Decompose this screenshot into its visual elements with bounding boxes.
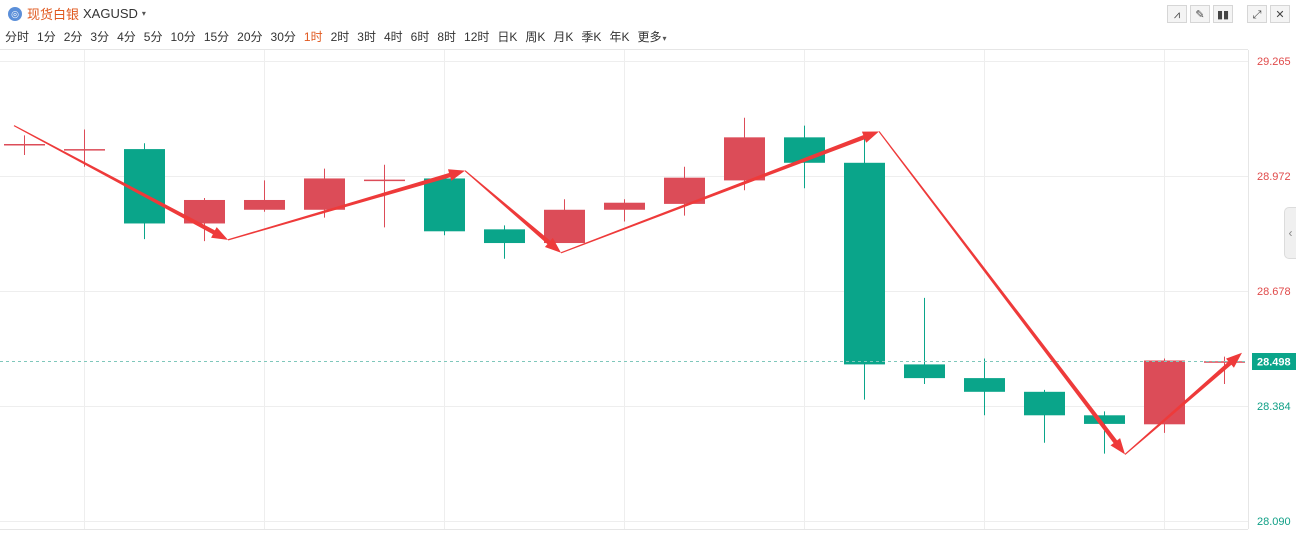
period-tab[interactable]: 1时 xyxy=(304,28,323,46)
period-tab[interactable]: 30分 xyxy=(271,28,296,46)
period-label: 10分 xyxy=(170,30,196,44)
period-label: 分时 xyxy=(5,30,30,44)
candle-body xyxy=(544,209,585,244)
candle-body xyxy=(904,364,945,379)
period-label: 12时 xyxy=(464,30,490,44)
period-label: 1分 xyxy=(37,30,56,44)
period-tab[interactable]: 日K xyxy=(497,28,517,46)
period-label: 30分 xyxy=(270,30,296,44)
current-price-tag xyxy=(1252,353,1296,370)
silver-coin-icon: ◎ xyxy=(8,6,22,21)
chevron-left-icon: ‹ xyxy=(1288,226,1293,240)
period-tab[interactable]: 季K xyxy=(581,28,601,46)
period-tab[interactable]: 1分 xyxy=(37,28,56,46)
period-tab[interactable]: 8时 xyxy=(437,28,456,46)
period-label: 季K xyxy=(581,30,602,44)
period-tab[interactable]: 3分 xyxy=(90,28,109,46)
period-label: 年K xyxy=(609,30,630,44)
trend-arrow xyxy=(1124,352,1242,455)
candle-type-icon: ▮▮ xyxy=(1216,9,1230,21)
indicator-tool-button[interactable]: ⩘ xyxy=(1167,5,1187,23)
period-tab[interactable]: 3时 xyxy=(357,28,376,46)
period-tab[interactable]: 2时 xyxy=(331,28,350,46)
period-tab[interactable]: 2分 xyxy=(64,28,83,46)
period-label: 6时 xyxy=(410,30,430,44)
period-label: 周K xyxy=(525,30,546,44)
candle-body xyxy=(304,178,345,210)
candle-body xyxy=(964,378,1005,392)
candle-body xyxy=(424,178,465,232)
fullscreen-button[interactable]: ⤢ xyxy=(1247,5,1267,23)
trend-arrow xyxy=(878,131,1125,455)
close-icon: ✕ xyxy=(1275,9,1285,21)
candle-body xyxy=(64,149,105,151)
period-tab[interactable]: 月K xyxy=(553,28,573,46)
period-label: 3时 xyxy=(357,30,376,44)
candle-type-button[interactable]: ▮▮ xyxy=(1213,5,1233,23)
period-tab[interactable]: 更多▾ xyxy=(637,28,666,46)
y-tick-label: 28.972 xyxy=(1257,171,1291,183)
period-label: 2分 xyxy=(63,30,83,44)
period-tab[interactable]: 分时 xyxy=(5,28,29,46)
chart-header: ◎ 现货白银 XAGUSD ▾ ⩘ ✎ ▮▮ ⤢ ✕ xyxy=(0,0,1296,26)
y-tick-label: 28.678 xyxy=(1257,286,1291,298)
period-tab[interactable]: 4分 xyxy=(117,28,136,46)
period-label: 日K xyxy=(497,30,518,44)
draw-tool-button[interactable]: ✎ xyxy=(1190,5,1210,23)
candle-body xyxy=(1024,391,1065,416)
candle-body xyxy=(484,229,525,244)
chevron-down-icon: ▾ xyxy=(662,34,667,43)
y-tick-label: 28.090 xyxy=(1257,516,1291,528)
period-tabs: 分时 1分 2分 3分 4分 5分 10分 15分 20分 30分 1时 2时 3时 4时 6时 8时 12时日… xyxy=(0,28,669,46)
candle-body xyxy=(1084,415,1125,424)
candle-body xyxy=(184,199,225,224)
period-label: 月K xyxy=(553,30,574,44)
period-label: 2时 xyxy=(330,30,350,44)
candle-body xyxy=(4,143,45,146)
period-tab[interactable]: 5分 xyxy=(144,28,163,46)
period-label: 1时 xyxy=(303,30,323,44)
period-label: 15分 xyxy=(203,30,230,44)
period-tab[interactable]: 6时 xyxy=(411,28,430,46)
trend-arrow xyxy=(464,170,561,253)
y-tick-label: 28.384 xyxy=(1257,401,1291,413)
close-button[interactable]: ✕ xyxy=(1270,5,1290,23)
period-tab[interactable]: 12时 xyxy=(464,28,489,46)
period-label: 20分 xyxy=(237,30,263,44)
period-tab[interactable]: 20分 xyxy=(237,28,262,46)
symbol-selector[interactable]: ◎ 现货白银 XAGUSD ▾ xyxy=(8,4,146,23)
trend-arrow xyxy=(227,169,465,241)
period-label: 更多 xyxy=(637,30,662,44)
fullscreen-icon: ⤢ xyxy=(1252,9,1262,21)
period-label: 3分 xyxy=(90,30,110,44)
period-tab[interactable]: 10分 xyxy=(170,28,195,46)
period-tab[interactable]: 周K xyxy=(525,28,545,46)
trend-arrow xyxy=(13,125,229,240)
indicator-tool-icon: ⩘ xyxy=(1173,9,1181,21)
toolbar: ⩘ ✎ ▮▮ ⤢ ✕ xyxy=(1164,5,1290,23)
candle-body xyxy=(724,137,765,181)
trend-arrow xyxy=(560,131,879,254)
period-label: 4时 xyxy=(383,30,403,44)
candle-body xyxy=(364,179,405,182)
period-label: 4分 xyxy=(117,30,136,44)
period-label: 8时 xyxy=(437,30,457,44)
period-tab[interactable]: 年K xyxy=(609,28,629,46)
current-price-label: 28.498 xyxy=(1257,357,1291,369)
side-panel-toggle[interactable]: ‹ xyxy=(1284,207,1296,259)
candle-body xyxy=(844,162,885,365)
candle-body xyxy=(604,202,645,210)
candle-body xyxy=(244,199,285,210)
candle-body xyxy=(1204,361,1245,363)
y-tick-label: 29.265 xyxy=(1257,56,1291,68)
draw-tool-icon: ✎ xyxy=(1195,9,1205,21)
period-label: 5分 xyxy=(143,30,163,44)
symbol-name: 现货白银 xyxy=(27,7,80,22)
chevron-down-icon: ▾ xyxy=(141,9,146,18)
candle-body xyxy=(1144,360,1185,425)
symbol-code: XAGUSD xyxy=(83,6,138,21)
period-tab[interactable]: 4时 xyxy=(384,28,403,46)
period-tab[interactable]: 15分 xyxy=(204,28,229,46)
